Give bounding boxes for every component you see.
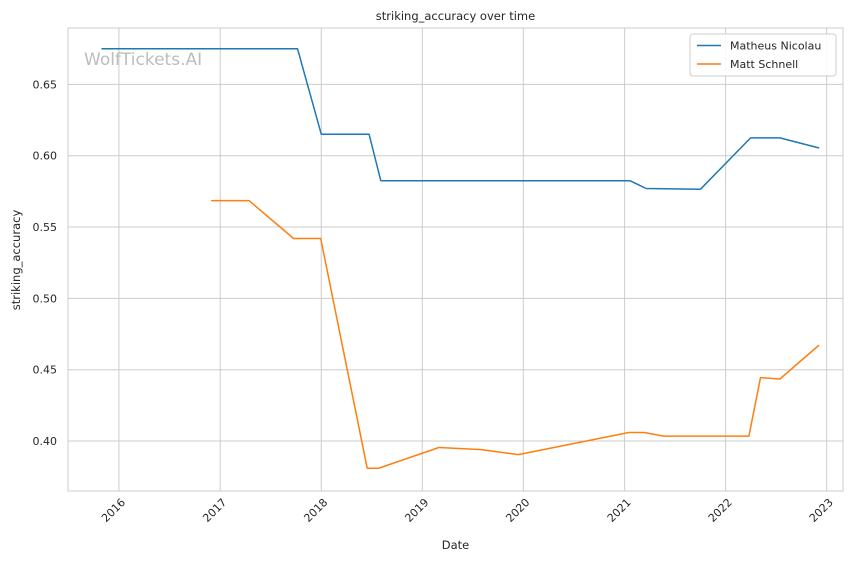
chart-title: striking_accuracy over time xyxy=(376,9,535,23)
legend-label-matt-schnell: Matt Schnell xyxy=(730,58,798,71)
grid xyxy=(68,28,843,491)
watermark: WolfTickets.AI xyxy=(84,50,202,70)
y-tick-label: 0.50 xyxy=(33,292,58,305)
y-tick-label: 0.55 xyxy=(33,221,58,234)
x-tick-label: 2021 xyxy=(605,496,634,525)
series-line-matheus-nicolau xyxy=(101,47,820,190)
x-axis-label: Date xyxy=(442,538,470,552)
x-tick-label: 2020 xyxy=(503,496,532,525)
y-tick-label: 0.45 xyxy=(33,364,58,377)
x-tick-label: 2018 xyxy=(301,496,330,525)
plot-frame xyxy=(67,27,844,492)
legend-box xyxy=(689,33,837,77)
series-lines xyxy=(101,47,820,469)
x-tick-label: 2022 xyxy=(706,496,735,525)
x-tick-label: 2019 xyxy=(402,496,431,525)
y-tick-label: 0.40 xyxy=(33,435,58,448)
x-tick-label: 2016 xyxy=(99,496,128,525)
x-tick-label: 2017 xyxy=(200,496,229,525)
y-tick-label: 0.60 xyxy=(33,150,58,163)
legend: Matheus Nicolau Matt Schnell xyxy=(689,33,837,77)
series-line-matt-schnell xyxy=(210,199,820,469)
y-tick-label: 0.65 xyxy=(33,78,58,91)
x-tick-label: 2023 xyxy=(807,496,836,525)
x-tick-labels: 2016 2017 2018 2019 2020 2021 2022 2023 xyxy=(99,496,836,525)
plot-background xyxy=(68,28,843,491)
y-axis-label: striking_accuracy xyxy=(9,210,23,311)
legend-label-matheus-nicolau: Matheus Nicolau xyxy=(730,40,821,53)
y-tick-labels: 0.40 0.45 0.50 0.55 0.60 0.65 xyxy=(33,78,58,448)
